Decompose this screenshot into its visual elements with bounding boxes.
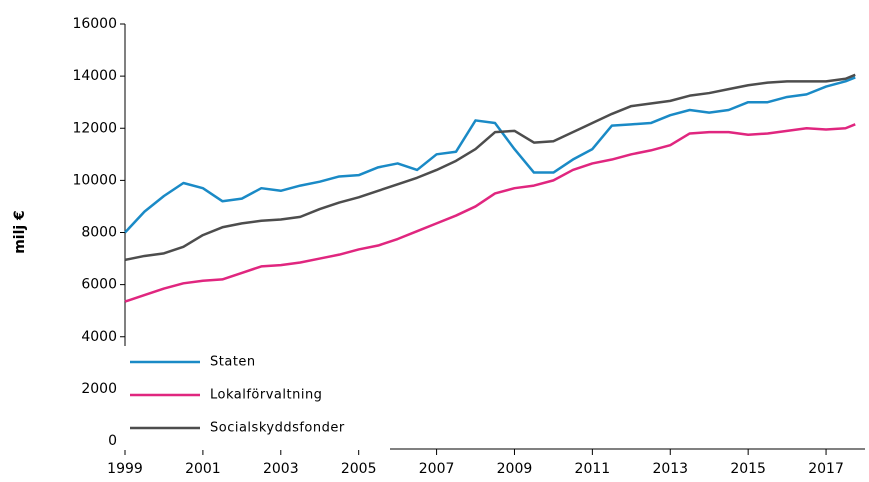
legend-label: Staten [210, 355, 256, 370]
y-axis-label: milj € [12, 210, 28, 254]
y-tick-label: 12000 [72, 120, 117, 136]
y-tick-label: 10000 [72, 172, 117, 188]
x-tick-label: 2011 [575, 461, 611, 477]
series-line [124, 76, 856, 234]
y-tick-label: 4000 [81, 329, 117, 345]
series-line [124, 73, 856, 262]
y-tick-label: 8000 [81, 225, 117, 241]
legend-label: Socialskyddsfonder [210, 421, 345, 436]
x-tick-label: 2001 [185, 461, 221, 477]
series-line [124, 123, 856, 303]
x-tick-label: 2009 [497, 461, 533, 477]
y-tick-label: 0 [108, 433, 117, 449]
legend-label: Lokalförvaltning [210, 388, 322, 403]
x-tick-label: 1999 [107, 461, 143, 477]
y-tick-label: 14000 [72, 68, 117, 84]
x-tick-label: 2015 [730, 461, 766, 477]
x-tick-label: 2003 [263, 461, 299, 477]
x-tick-label: 2007 [419, 461, 455, 477]
y-tick-label: 16000 [72, 16, 117, 32]
x-tick-label: 2005 [341, 461, 377, 477]
y-tick-label: 2000 [81, 381, 117, 397]
legend-box [118, 346, 390, 450]
x-tick-label: 2013 [652, 461, 688, 477]
x-tick-label: 2017 [808, 461, 844, 477]
y-tick-label: 6000 [81, 277, 117, 293]
